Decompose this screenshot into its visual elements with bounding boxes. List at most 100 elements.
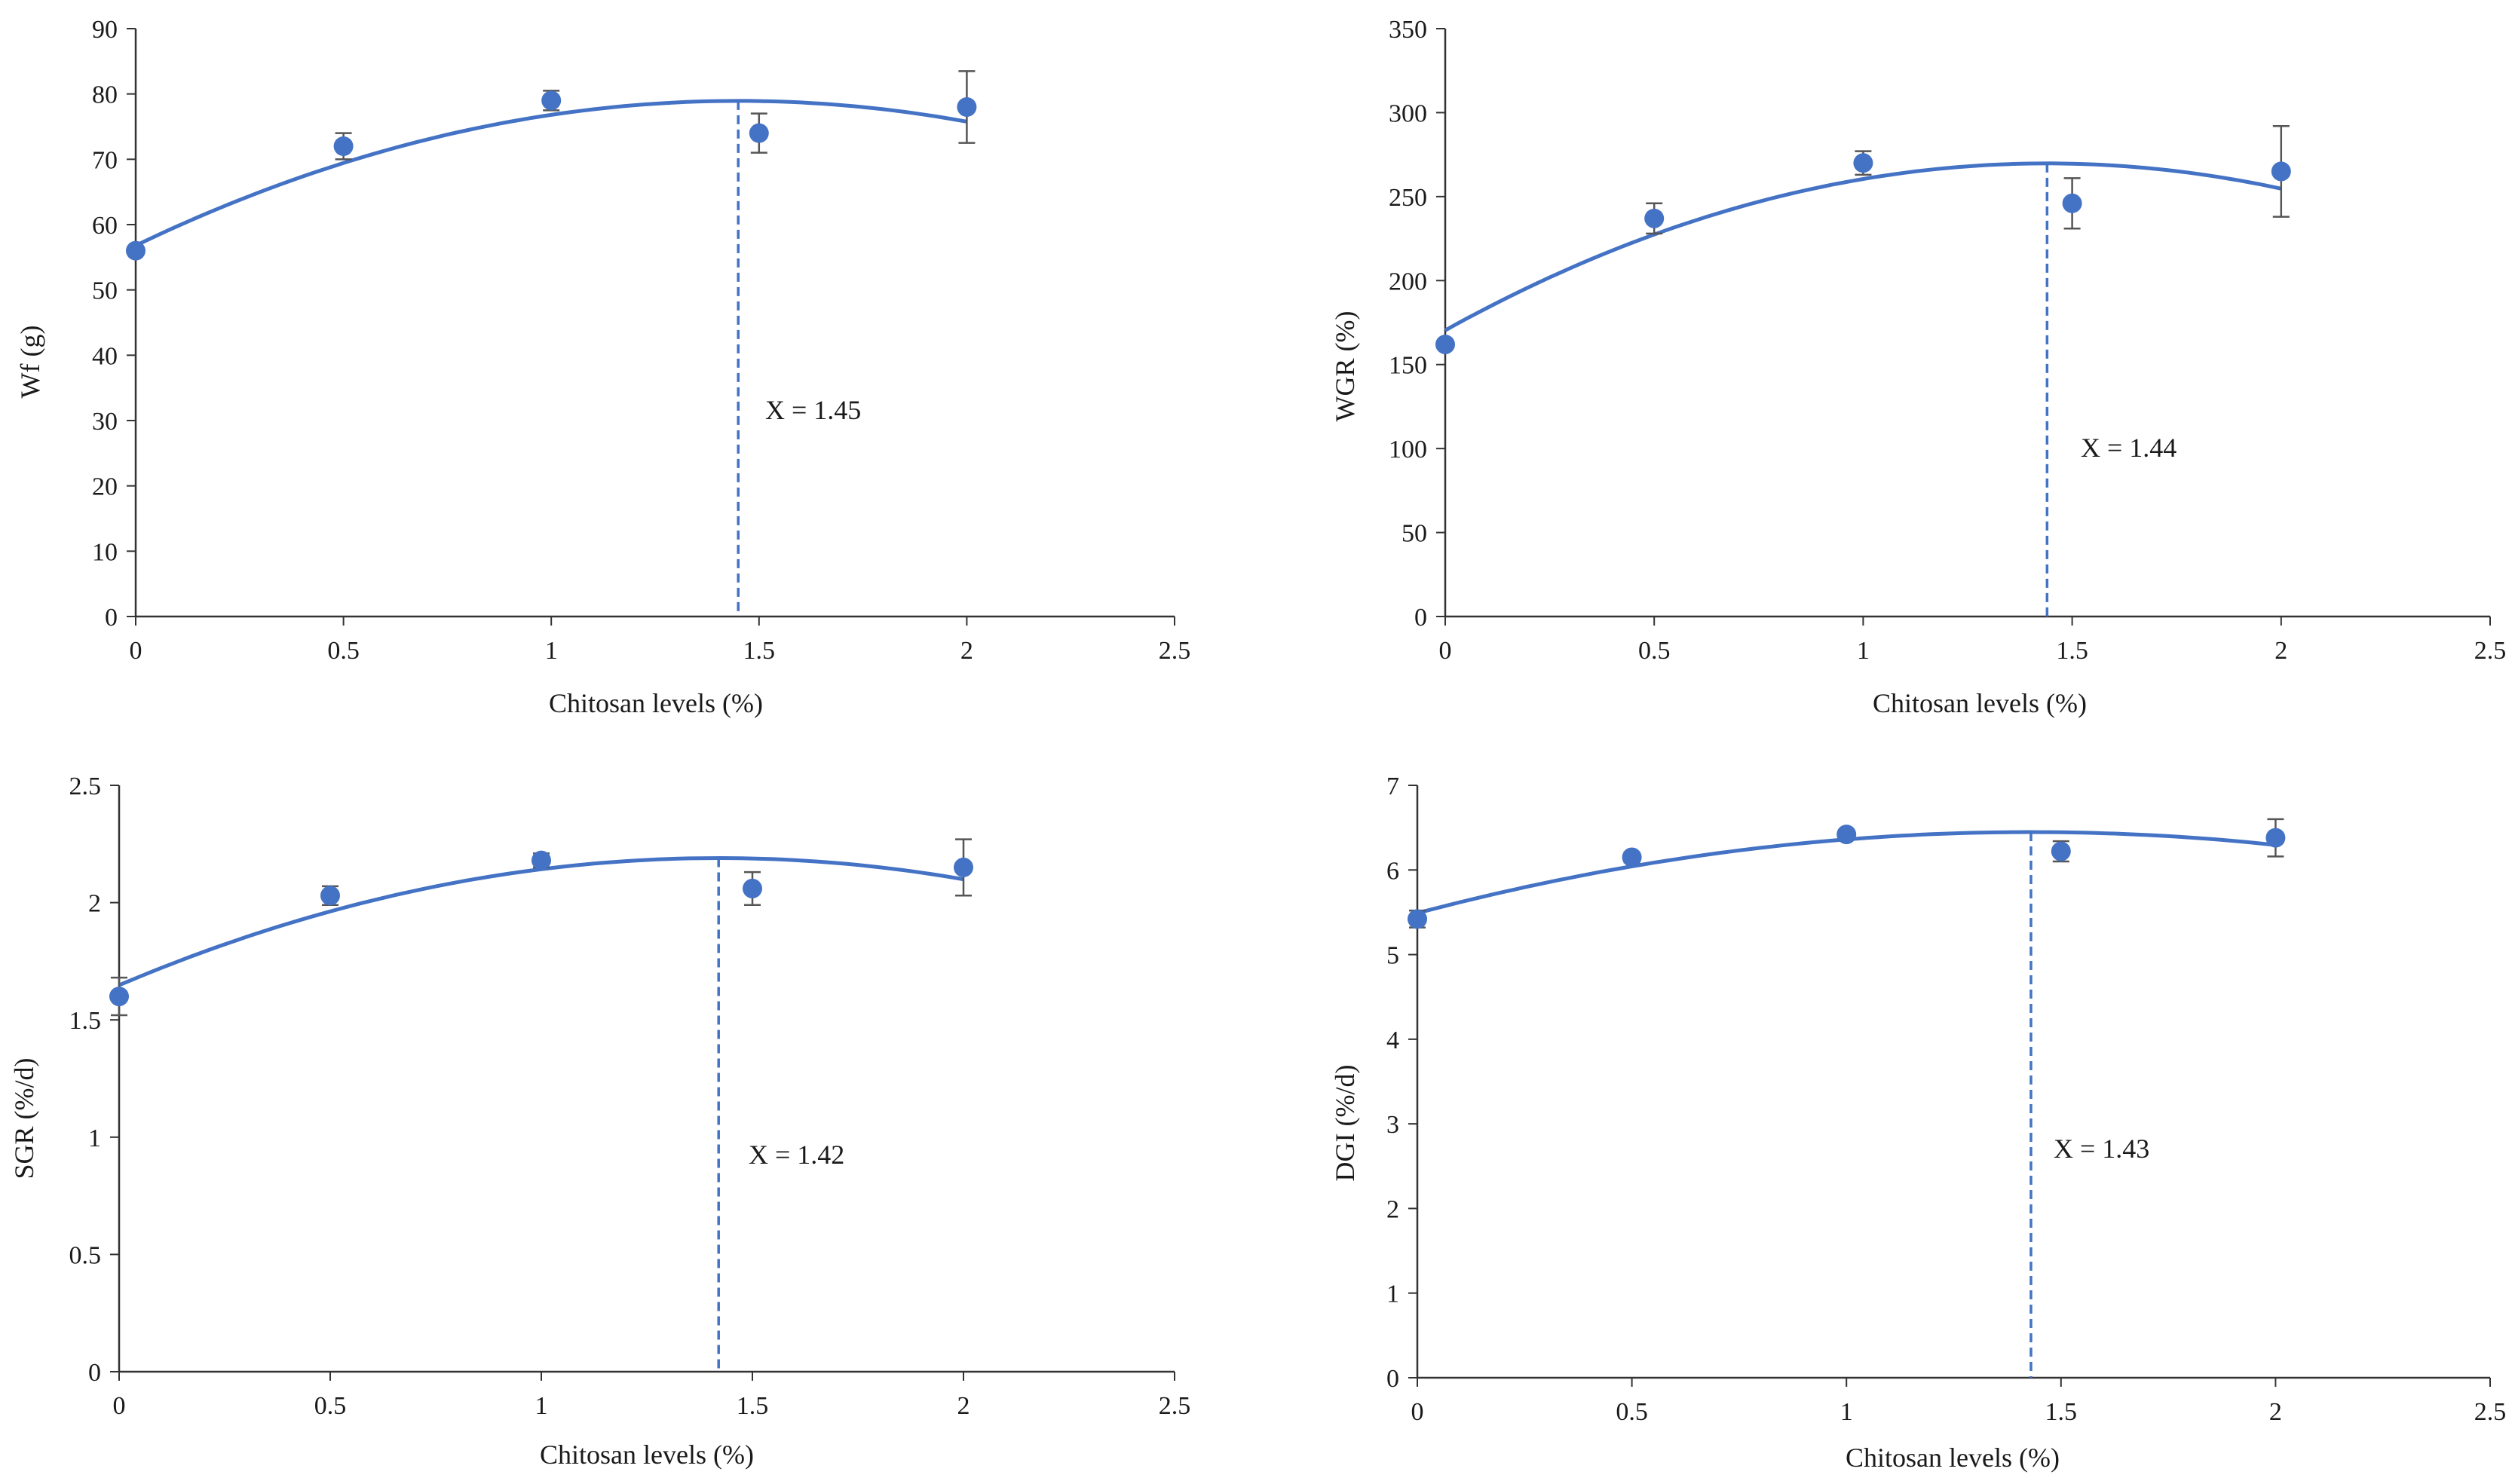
panel-sgr-y-tick-label: 1.5 (69, 1007, 102, 1035)
panel-wgr-data-point (1644, 208, 1665, 228)
panel-wgr-y-tick-label: 0 (1414, 604, 1427, 632)
panel-wf-y-tick-label: 80 (92, 81, 118, 109)
panel-dgi-fit-curve (1417, 830, 2276, 916)
panel-dgi-x-tick-label: 1 (1840, 1398, 1853, 1426)
panel-sgr-y-tick-label: 2 (88, 890, 101, 918)
panel-dgi-y-tick-label: 7 (1386, 773, 1399, 800)
panel-wgr-x-tick-label: 1.5 (2056, 637, 2088, 665)
panel-wgr-y-tick-label: 300 (1389, 99, 1427, 127)
panel-wf-y-tick-label: 50 (92, 277, 118, 305)
panel-sgr-data-point (743, 878, 762, 898)
panel-dgi-ylabel: DGI (%/d) (1330, 1065, 1360, 1182)
panel-wgr-data-point (2062, 193, 2082, 213)
panel-dgi-y-tick-label: 4 (1386, 1027, 1399, 1054)
panel-wf-data-point (957, 97, 977, 117)
panel-sgr-data-point (954, 857, 973, 877)
panel-wgr-data-point (1853, 153, 1873, 173)
panel-sgr-marks: 0 0.5 1 1.5 2 2.5 0 0.5 1 1.5 2 2.5 (69, 773, 1191, 1420)
panel-wgr-x-tick-label: 0.5 (1638, 637, 1671, 665)
panel-wf-x-tick-label: 0.5 (327, 637, 360, 665)
panel-wf-optimum-label: X = 1.45 (765, 395, 861, 425)
panel-sgr-data-point (109, 987, 129, 1007)
panel-dgi-y-tick-label: 6 (1386, 857, 1399, 885)
panel-wf-y-tick-label: 0 (105, 604, 118, 632)
panel-sgr-y-tick-label: 2.5 (69, 773, 102, 800)
panel-wgr-x-tick-label: 0 (1439, 637, 1452, 665)
panel-wgr-fit-curve (1444, 161, 2282, 332)
panel-wgr-x-tick-label: 2.5 (2474, 637, 2507, 665)
panel-dgi-y-tick-label: 1 (1386, 1281, 1399, 1308)
panel-sgr-x-tick-label: 0.5 (314, 1392, 347, 1420)
panel-wf-fit-curve (134, 99, 967, 247)
panel-dgi-x-tick-label: 2.5 (2474, 1398, 2507, 1426)
panel-dgi-y-tick-label: 3 (1386, 1111, 1399, 1139)
panel-wf: 0 10 20 30 40 50 60 70 80 90 0 0.5 1 1.5 2 2.5 Chitosan… (15, 16, 1190, 718)
panel-wgr-y-tick-label: 100 (1389, 436, 1427, 464)
panel-wf-y-tick-label: 60 (92, 212, 118, 240)
panel-wf-x-tick-label: 1.5 (743, 637, 776, 665)
panel-wgr-y-tick-label: 200 (1389, 268, 1427, 295)
panel-wgr-y-tick-label: 350 (1389, 16, 1427, 44)
panel-sgr-data-point (531, 850, 551, 871)
panel-wf-x-tick-label: 1 (545, 637, 558, 665)
panel-dgi-data-point (1408, 909, 1427, 929)
panel-wgr-marks: 0 50 100 150 200 250 300 350 0 0.5 1 1.5 2 2.5 (1389, 16, 2506, 665)
panel-dgi-y-tick-label: 0 (1386, 1365, 1399, 1393)
panel-dgi-optimum-label: X = 1.43 (2054, 1134, 2149, 1164)
panel-wgr-x-tick-label: 1 (1857, 637, 1870, 665)
panel-wf-y-tick-label: 20 (92, 473, 118, 501)
panel-dgi-x-tick-label: 2 (2269, 1398, 2282, 1426)
panel-sgr-x-tick-label: 0 (113, 1392, 126, 1420)
panel-wgr-data-point (2271, 161, 2291, 182)
panel-dgi: 0 1 2 3 4 5 6 7 0 0.5 1 1.5 2 2.5 Chitosan levels (%)… (1330, 773, 2506, 1473)
panel-wgr-optimum-label: X = 1.44 (2081, 433, 2177, 463)
panel-wf-y-tick-label: 40 (92, 342, 118, 370)
panel-dgi-marks: 0 1 2 3 4 5 6 7 0 0.5 1 1.5 2 2.5 (1386, 773, 2506, 1426)
panel-wf-data-point (333, 136, 354, 156)
panel-wgr-data-point (1435, 334, 1455, 354)
panel-sgr-x-tick-label: 2.5 (1159, 1392, 1191, 1420)
panel-sgr-x-tick-label: 1 (535, 1392, 548, 1420)
panel-wf-data-point (749, 123, 769, 143)
panel-sgr: 0 0.5 1 1.5 2 2.5 0 0.5 1 1.5 2 2.5 Chitosan levels… (9, 773, 1190, 1470)
panel-dgi-data-point (2265, 828, 2286, 848)
panel-wgr-y-tick-label: 150 (1389, 352, 1427, 380)
panel-dgi-y-tick-label: 5 (1386, 942, 1399, 970)
panel-dgi-x-tick-label: 1.5 (2045, 1398, 2078, 1426)
panel-wf-y-tick-label: 10 (92, 538, 118, 566)
panel-sgr-y-tick-label: 1 (88, 1124, 101, 1152)
panel-wf-y-tick-label: 70 (92, 146, 118, 174)
panel-dgi-x-tick-label: 0.5 (1616, 1398, 1648, 1426)
panel-wgr-xlabel: Chitosan levels (%) (1873, 688, 2087, 718)
panel-wgr-y-tick-label: 250 (1389, 184, 1427, 212)
panel-sgr-xlabel: Chitosan levels (%) (540, 1440, 754, 1470)
panel-wf-data-point (126, 240, 146, 261)
panel-sgr-y-tick-label: 0.5 (69, 1241, 102, 1269)
panel-wf-data-point (541, 90, 562, 111)
panel-wf-y-tick-label: 30 (92, 408, 118, 436)
panel-sgr-optimum-label: X = 1.42 (749, 1140, 844, 1170)
panel-sgr-data-point (320, 886, 340, 906)
panel-wf-x-tick-label: 0 (130, 637, 142, 665)
panel-dgi-x-tick-label: 0 (1411, 1398, 1424, 1426)
panel-sgr-ylabel: SGR (%/d) (9, 1058, 39, 1180)
panel-dgi-data-point (1622, 847, 1642, 867)
panel-wgr-x-tick-label: 2 (2275, 637, 2287, 665)
panel-dgi-data-point (1836, 825, 1857, 845)
panel-sgr-x-tick-label: 1.5 (737, 1392, 769, 1420)
panel-wf-ylabel: Wf (g) (15, 326, 45, 399)
panel-wf-xlabel: Chitosan levels (%) (549, 688, 763, 718)
panel-sgr-y-tick-label: 0 (88, 1359, 101, 1387)
panel-sgr-x-tick-label: 2 (957, 1392, 970, 1420)
panel-dgi-xlabel: Chitosan levels (%) (1846, 1443, 2060, 1473)
panel-wf-y-tick-label: 90 (92, 16, 118, 44)
panel-wf-marks: 0 10 20 30 40 50 60 70 80 90 0 0.5 1 1.5 2 2.5 (92, 16, 1190, 665)
panel-wgr-ylabel: WGR (%) (1330, 311, 1360, 422)
panel-wgr-y-tick-label: 50 (1401, 520, 1427, 548)
panel-wf-x-tick-label: 2 (960, 637, 973, 665)
panel-wgr: 0 50 100 150 200 250 300 350 0 0.5 1 1.5 2 2.5 Chitos… (1330, 16, 2506, 718)
panel-sgr-fit-curve (118, 855, 964, 987)
panel-dgi-data-point (2051, 841, 2071, 861)
panel-dgi-y-tick-label: 2 (1386, 1195, 1399, 1223)
